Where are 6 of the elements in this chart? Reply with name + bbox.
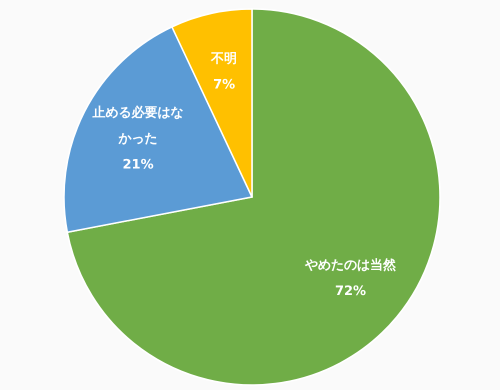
slice-label: 止める必要はなかった bbox=[92, 104, 184, 146]
data-label: 7% bbox=[213, 78, 236, 93]
data-label: 72% bbox=[334, 284, 366, 299]
slice-label: 不明 bbox=[210, 52, 238, 67]
data-label: 21% bbox=[122, 157, 154, 172]
slice-label: やめたのは当然 bbox=[304, 258, 397, 273]
